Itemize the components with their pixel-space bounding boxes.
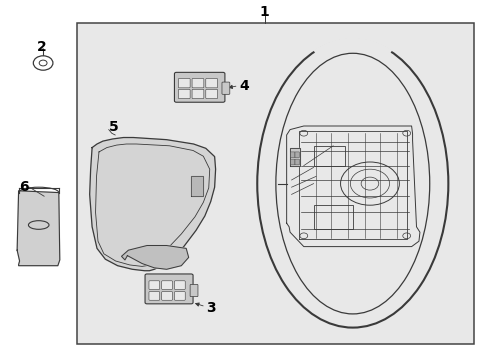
Text: 3: 3 — [206, 301, 216, 315]
FancyBboxPatch shape — [149, 281, 160, 289]
FancyBboxPatch shape — [295, 152, 299, 158]
FancyBboxPatch shape — [178, 89, 190, 99]
FancyBboxPatch shape — [162, 281, 172, 289]
FancyBboxPatch shape — [190, 284, 198, 297]
FancyBboxPatch shape — [192, 89, 204, 99]
FancyBboxPatch shape — [162, 292, 172, 300]
Polygon shape — [17, 191, 60, 266]
FancyBboxPatch shape — [174, 281, 185, 289]
Polygon shape — [290, 148, 300, 166]
Text: 4: 4 — [239, 79, 249, 93]
FancyBboxPatch shape — [206, 78, 218, 88]
Text: 1: 1 — [260, 5, 270, 18]
Polygon shape — [122, 246, 189, 269]
Text: 2: 2 — [37, 40, 47, 54]
FancyBboxPatch shape — [174, 72, 225, 102]
Bar — [77, 23, 474, 344]
FancyBboxPatch shape — [295, 159, 299, 165]
Polygon shape — [191, 176, 203, 196]
FancyBboxPatch shape — [174, 292, 185, 300]
FancyBboxPatch shape — [222, 82, 230, 94]
FancyBboxPatch shape — [192, 78, 204, 88]
FancyBboxPatch shape — [178, 78, 190, 88]
FancyBboxPatch shape — [291, 159, 295, 165]
FancyBboxPatch shape — [149, 292, 160, 300]
FancyBboxPatch shape — [291, 152, 295, 158]
FancyBboxPatch shape — [145, 274, 193, 304]
Text: 6: 6 — [19, 180, 28, 194]
Ellipse shape — [278, 55, 427, 312]
FancyBboxPatch shape — [206, 89, 218, 99]
Polygon shape — [90, 138, 216, 271]
Text: 5: 5 — [109, 120, 119, 134]
